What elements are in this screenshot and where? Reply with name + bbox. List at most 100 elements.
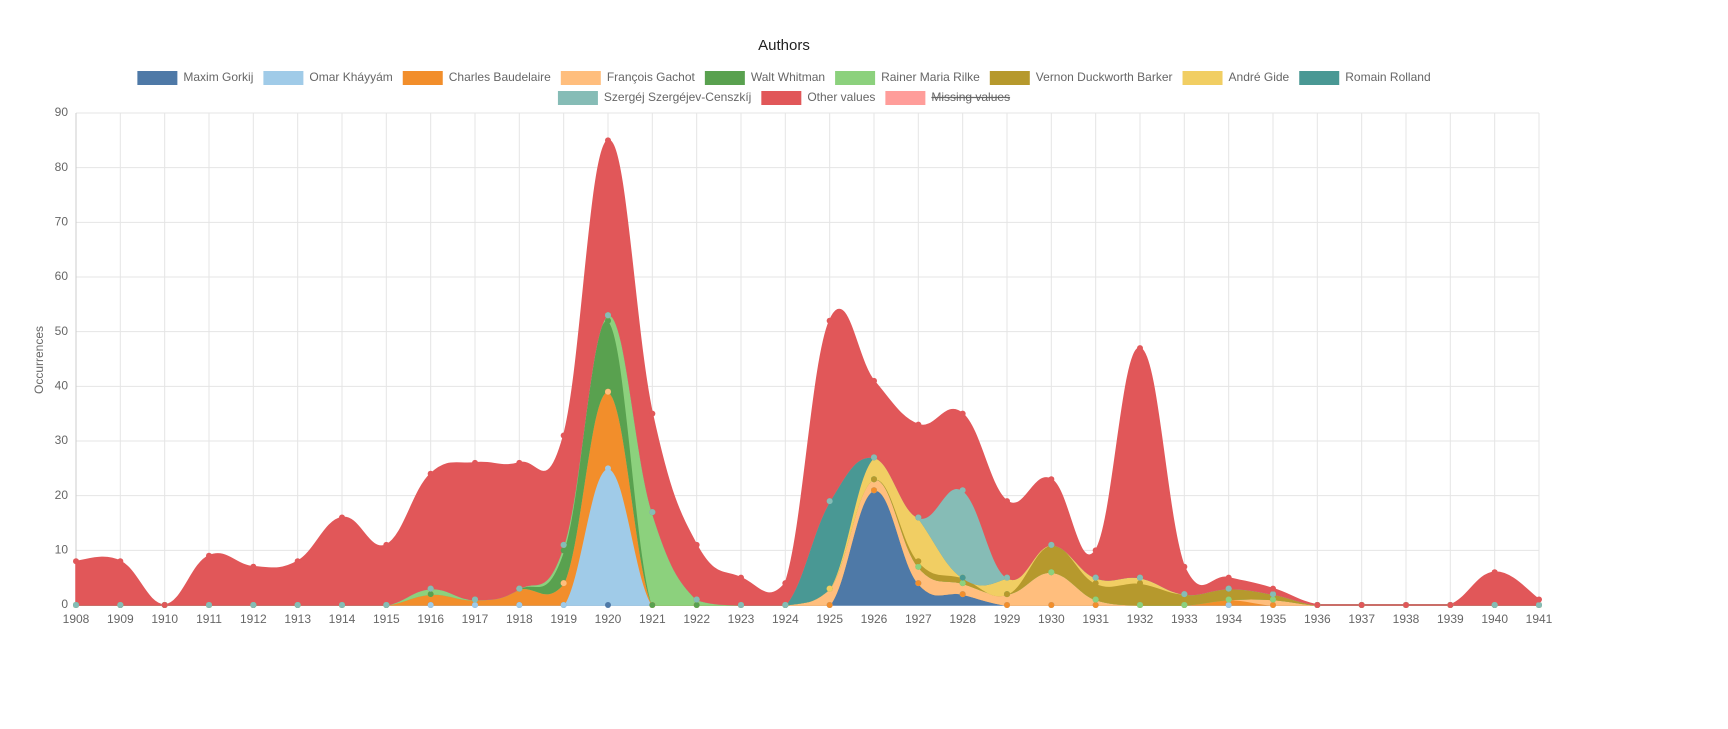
data-point xyxy=(1181,591,1188,598)
legend-swatch xyxy=(885,91,926,105)
legend-label: Rainer Maria Rilke xyxy=(881,70,980,84)
data-point xyxy=(915,514,922,521)
data-point xyxy=(294,558,301,565)
data-point xyxy=(915,421,922,428)
y-tick-label: 40 xyxy=(55,379,69,393)
data-point xyxy=(1314,602,1321,608)
data-point xyxy=(1004,602,1010,608)
data-point xyxy=(206,602,212,608)
data-point xyxy=(1270,596,1276,603)
x-tick-label: 1909 xyxy=(107,612,134,626)
y-tick-label: 0 xyxy=(61,597,68,611)
data-point xyxy=(693,596,700,603)
x-tick-label: 1940 xyxy=(1481,612,1508,626)
data-point xyxy=(959,574,966,581)
data-point xyxy=(161,602,168,608)
data-point xyxy=(649,410,656,417)
data-point xyxy=(1092,580,1099,587)
x-tick-label: 1919 xyxy=(550,612,577,626)
data-point xyxy=(250,563,257,570)
legend-label: André Gide xyxy=(1229,70,1290,84)
data-point xyxy=(871,476,877,483)
data-point xyxy=(915,563,922,570)
data-point xyxy=(1491,602,1498,608)
data-point xyxy=(1092,547,1099,554)
legend-swatch xyxy=(989,71,1030,85)
legend-item: Missing values xyxy=(885,90,1010,105)
data-point xyxy=(516,459,523,466)
data-point xyxy=(693,541,700,548)
data-point xyxy=(472,596,478,603)
data-point xyxy=(339,602,345,608)
x-tick-label: 1914 xyxy=(329,612,356,626)
data-point xyxy=(1137,345,1143,352)
data-point xyxy=(427,470,434,477)
data-point xyxy=(1092,602,1099,608)
data-point xyxy=(1137,580,1143,587)
legend-label: Szergéj Szergéjev-Censzkíj xyxy=(604,90,751,104)
data-point xyxy=(1447,602,1454,608)
data-point xyxy=(1270,591,1276,598)
data-point xyxy=(1181,602,1188,608)
data-point xyxy=(427,591,434,598)
data-point xyxy=(560,580,567,587)
data-point xyxy=(1225,596,1232,603)
data-point xyxy=(117,602,124,608)
data-point xyxy=(915,558,922,565)
data-point xyxy=(560,602,567,608)
data-point xyxy=(1092,596,1099,603)
data-point xyxy=(1004,498,1010,505)
x-tick-label: 1930 xyxy=(1038,612,1065,626)
legend-swatch xyxy=(263,71,304,85)
x-tick-label: 1924 xyxy=(772,612,799,626)
data-point xyxy=(1270,602,1276,608)
legend-label: Other values xyxy=(807,90,875,104)
data-point xyxy=(782,602,789,608)
y-tick-label: 50 xyxy=(55,324,69,338)
x-tick-label: 1925 xyxy=(816,612,843,626)
data-point xyxy=(605,465,611,472)
legend-swatch xyxy=(557,91,598,105)
legend-item: Charles Baudelaire xyxy=(402,70,551,85)
data-point xyxy=(871,454,877,461)
y-tick-label: 10 xyxy=(55,543,69,557)
x-tick-label: 1912 xyxy=(240,612,267,626)
x-tick-label: 1927 xyxy=(905,612,932,626)
data-point xyxy=(1225,574,1232,581)
data-point xyxy=(605,602,611,608)
x-tick-label: 1936 xyxy=(1304,612,1331,626)
data-point xyxy=(1491,569,1498,576)
data-point xyxy=(1004,591,1010,598)
data-point xyxy=(605,317,611,324)
data-point xyxy=(826,498,833,505)
data-point xyxy=(73,602,79,608)
data-point xyxy=(738,574,744,581)
legend-item: Omar Kháyyám xyxy=(263,70,393,85)
data-point xyxy=(1225,585,1232,592)
data-point xyxy=(1358,602,1365,608)
data-point xyxy=(826,585,833,592)
data-point xyxy=(339,514,345,521)
legend-swatch xyxy=(137,71,178,85)
data-point xyxy=(871,487,877,494)
x-tick-label: 1941 xyxy=(1526,612,1553,626)
data-point xyxy=(1536,596,1542,603)
y-tick-label: 90 xyxy=(55,105,69,119)
x-tick-label: 1922 xyxy=(683,612,710,626)
data-point xyxy=(73,558,79,565)
x-tick-label: 1935 xyxy=(1260,612,1287,626)
data-point xyxy=(206,552,212,559)
legend-item: Szergéj Szergéjev-Censzkíj xyxy=(557,90,751,105)
area xyxy=(75,139,1540,606)
data-point xyxy=(427,585,434,592)
data-point xyxy=(1225,602,1232,608)
data-point xyxy=(472,602,478,608)
x-tick-label: 1908 xyxy=(63,612,90,626)
data-point xyxy=(605,137,611,144)
legend-swatch xyxy=(704,71,745,85)
legend-swatch xyxy=(1182,71,1223,85)
legend-item: Maxim Gorkij xyxy=(137,70,253,85)
legend-label: Charles Baudelaire xyxy=(449,70,551,84)
data-point xyxy=(959,410,966,417)
data-point xyxy=(1048,476,1055,483)
